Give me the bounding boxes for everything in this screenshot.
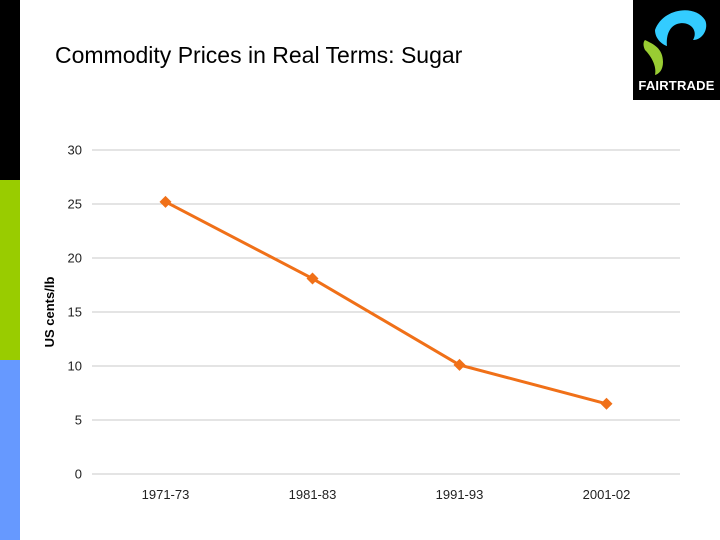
slide-title: Commodity Prices in Real Terms: Sugar: [55, 42, 463, 68]
x-tick-label: 1971-73: [142, 487, 190, 502]
y-tick-label: 25: [68, 197, 82, 212]
x-tick-label: 1991-93: [436, 487, 484, 502]
y-tick-label: 0: [75, 467, 82, 482]
series-line: [164, 200, 607, 406]
fairtrade-logo: FAIRTRADE: [633, 0, 720, 100]
y-tick-label: 20: [68, 251, 82, 266]
side-bar-blue: [0, 360, 20, 540]
side-bar-green: [0, 180, 20, 360]
logo-text: FAIRTRADE: [638, 78, 715, 93]
y-tick-labels: 0 5 10 15 20 25 30: [68, 143, 82, 482]
grid-lines: [92, 149, 680, 475]
data-point: [600, 397, 613, 410]
y-axis-title: US cents/lb: [42, 277, 57, 348]
data-point: [306, 272, 319, 285]
data-point: [453, 358, 466, 371]
y-tick-label: 30: [68, 143, 82, 158]
y-tick-label: 10: [68, 359, 82, 374]
series-group: [159, 195, 613, 410]
fairtrade-mark-icon: [643, 10, 707, 75]
y-tick-label: 15: [68, 305, 82, 320]
side-bar-black: [0, 0, 20, 180]
data-point: [159, 195, 172, 208]
y-tick-label: 5: [75, 413, 82, 428]
x-tick-label: 1981-83: [289, 487, 337, 502]
x-tick-label: 2001-02: [583, 487, 631, 502]
x-tick-labels: 1971-73 1981-83 1991-93 2001-02: [142, 487, 631, 502]
